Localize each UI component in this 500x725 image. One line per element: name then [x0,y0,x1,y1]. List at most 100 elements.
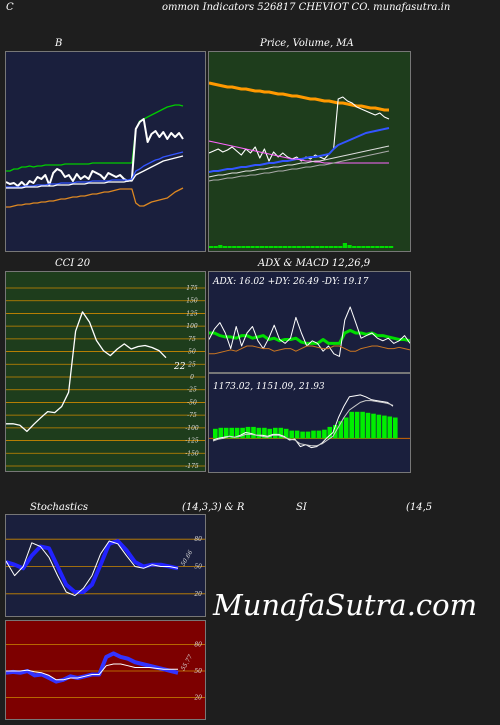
volume-bar [356,246,361,248]
cci-tick-label: -150 [185,450,199,457]
bb-series-1 [6,118,184,187]
volume-bar [338,246,343,248]
cci-tick-label: -100 [185,425,199,432]
macd-hist-bar [365,412,371,439]
volume-bar [245,246,251,248]
header-letter: C [6,2,14,13]
volume-bar [259,246,264,248]
cci-value-label: 22 [173,362,186,372]
volume-bar [209,246,214,248]
macd-hist-bar [393,417,398,439]
volume-bar [296,246,301,248]
volume-bar [384,246,389,248]
volume-bar [241,246,246,248]
volume-bar [324,246,329,248]
price-series-0 [209,81,389,112]
macd-hist-bar [316,430,322,439]
volume-bar [301,246,306,248]
stochastics-chart: 80 50 20 50.66 [6,536,205,598]
macd-hist-bar [229,427,234,439]
cci-tick-label: -25 [187,387,197,394]
volume-bar [329,246,334,248]
stoch-params: (14,3,3) & R [182,502,245,513]
cci-tick-label: 100 [186,323,198,330]
volume-bar [361,246,366,248]
volume-bar [315,246,320,248]
cci-tick-label: 50 [188,349,196,356]
adx-series-1 [209,306,410,357]
bb-series-3 [6,155,184,189]
volume-bar [287,246,292,248]
volume-bar [389,246,394,248]
cci-tick-label: -125 [185,438,199,445]
macd-hist-bar [218,427,224,439]
volume-bar [375,246,380,248]
volume-bar [236,246,241,248]
macd-hist-bar [311,430,316,439]
macd-hist-bar [300,431,305,439]
cci-panel: 175 150 125 100 75 50 25 0 -25 -50 -75 -100 -125 -150… [5,271,206,472]
rsi-tick-label: 80 [194,642,202,649]
macd-hist-bar [273,427,278,439]
volume-bar [269,246,274,248]
macd-hist-bar [343,417,349,439]
cci-tick-label: 0 [190,374,194,381]
volume-bar [273,246,278,248]
volume-bar [305,246,311,248]
macd-readout: 1173.02, 1151.09, 21.93 [213,382,325,392]
macd-hist-bar [289,430,294,439]
stoch-series-0 [6,539,179,594]
rsi-chart: 80 50 20 55.77 [6,642,205,701]
volume-bar [264,246,269,248]
macd-hist-bar [305,431,311,439]
cci-line [6,311,167,433]
volume-bar [218,245,223,248]
stochastics-panel: 80 50 20 50.66 [5,514,206,617]
volume-bar [365,246,371,248]
bb-series-4 [6,187,184,208]
adx-title: ADX & MACD 12,26,9 [258,258,371,269]
volume-bar [213,246,218,248]
cci-tick-label: 75 [188,336,196,343]
volume-bar [250,246,255,248]
bb-series-2 [6,151,184,188]
volume-bar [282,246,287,248]
price-series-3 [209,140,389,164]
macd-hist-bar [251,426,256,439]
bollinger-chart [6,104,184,208]
stoch-tick-label: 80 [194,536,202,543]
volume-bar [347,245,352,248]
bb-title: B [55,38,63,49]
rsi-tick-label: 50 [194,668,202,675]
macd-chart: 1173.02, 1151.09, 21.93 [209,382,410,449]
stoch-series-1 [6,540,179,597]
macd-hist-bar [371,413,376,439]
volume-bar [370,246,375,248]
macd-panel: 1173.02, 1151.09, 21.93 [208,373,411,473]
cci-tick-label: 25 [187,361,196,368]
macd-hist-bar [262,427,267,439]
price-panel [208,51,411,252]
macd-hist-bar [382,415,387,439]
price-title: Price, Volume, MA [260,38,354,49]
volume-bar [255,246,260,248]
price-series-4 [209,145,390,178]
price-series-5 [209,150,390,182]
header-title: ommon Indicators 526817 CHEVIOT CO. muna… [162,2,451,13]
macd-hist-bar [256,427,262,439]
cci-tick-label: -175 [185,463,199,470]
macd-hist-bar [360,411,365,439]
macd-hist-bar [234,427,240,439]
macd-hist-bar [376,414,382,439]
stoch-tick-label: 20 [193,591,202,598]
cci-tick-label: 125 [186,310,198,317]
macd-hist-bar [294,430,300,439]
volume-bar [333,246,338,248]
macd-hist-bar [387,416,393,439]
watermark: MunafaSutra.com [213,588,478,622]
macd-hist-bar [354,411,360,439]
volume-bar [379,246,384,248]
cci-tick-label: -75 [187,412,197,419]
rsi-params: (14,5 [406,502,433,513]
cci-chart: 175 150 125 100 75 50 25 0 -25 -50 -75 -100 -125 -150… [6,285,205,470]
